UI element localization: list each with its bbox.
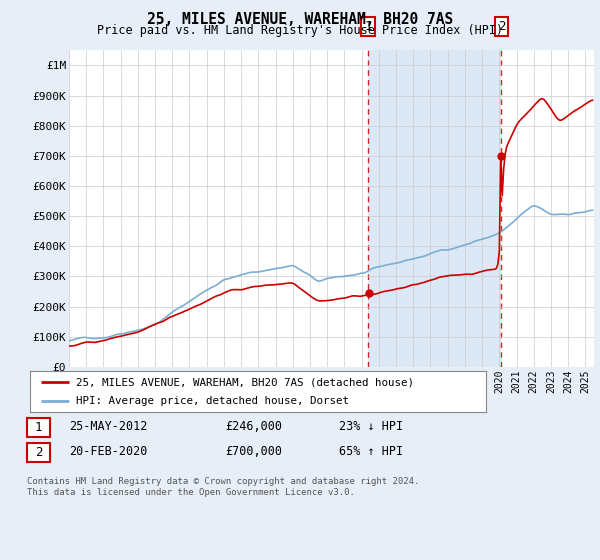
Text: £700,000: £700,000 bbox=[225, 445, 282, 459]
Text: 23% ↓ HPI: 23% ↓ HPI bbox=[339, 420, 403, 433]
Text: £246,000: £246,000 bbox=[225, 420, 282, 433]
Text: 65% ↑ HPI: 65% ↑ HPI bbox=[339, 445, 403, 459]
Text: 20-FEB-2020: 20-FEB-2020 bbox=[69, 445, 148, 459]
Text: 2: 2 bbox=[35, 446, 42, 459]
Text: 25, MILES AVENUE, WAREHAM, BH20 7AS: 25, MILES AVENUE, WAREHAM, BH20 7AS bbox=[147, 12, 453, 27]
Text: HPI: Average price, detached house, Dorset: HPI: Average price, detached house, Dors… bbox=[76, 396, 349, 405]
Bar bbox=[368, 50, 502, 367]
Text: 25-MAY-2012: 25-MAY-2012 bbox=[69, 420, 148, 433]
Text: 2: 2 bbox=[497, 20, 505, 33]
Text: Price paid vs. HM Land Registry's House Price Index (HPI): Price paid vs. HM Land Registry's House … bbox=[97, 24, 503, 36]
Text: 1: 1 bbox=[35, 421, 42, 434]
Text: Contains HM Land Registry data © Crown copyright and database right 2024.
This d: Contains HM Land Registry data © Crown c… bbox=[27, 477, 419, 497]
Text: 25, MILES AVENUE, WAREHAM, BH20 7AS (detached house): 25, MILES AVENUE, WAREHAM, BH20 7AS (det… bbox=[76, 377, 413, 387]
Text: 1: 1 bbox=[364, 20, 372, 33]
